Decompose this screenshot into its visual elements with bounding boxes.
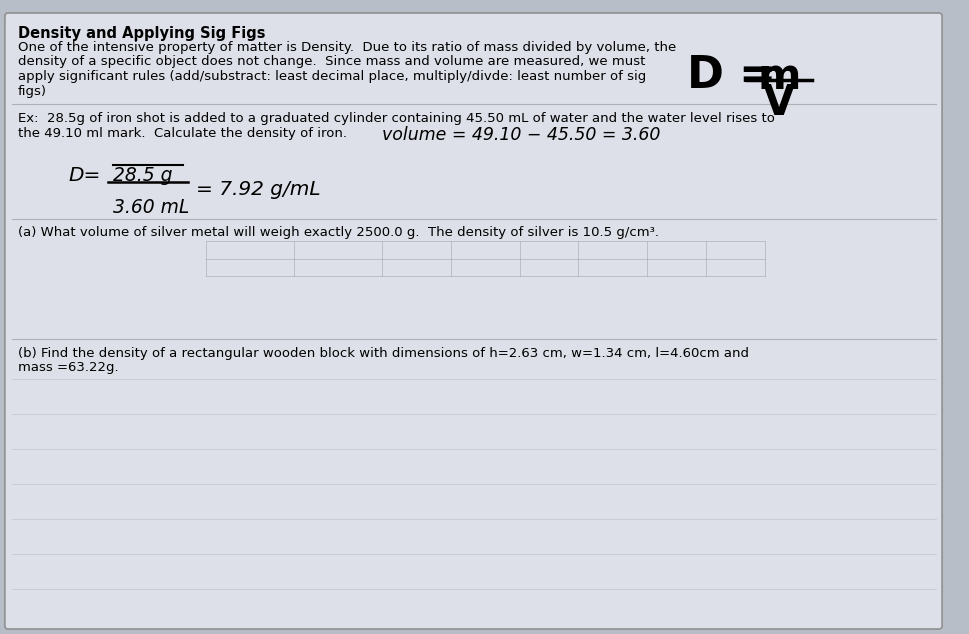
FancyBboxPatch shape [5, 13, 941, 629]
Text: 28.5 g: 28.5 g [112, 166, 172, 185]
Text: = 7.92 g/mL: = 7.92 g/mL [196, 180, 321, 199]
Text: apply significant rules (add/substract: least decimal place, multiply/divde: lea: apply significant rules (add/substract: … [17, 70, 645, 83]
Text: Density and Applying Sig Figs: Density and Applying Sig Figs [17, 26, 265, 41]
Text: figs): figs) [17, 84, 47, 98]
Text: the 49.10 ml mark.  Calculate the density of iron.: the 49.10 ml mark. Calculate the density… [17, 127, 346, 139]
Text: m: m [757, 56, 800, 98]
Text: density of a specific object does not change.  Since mass and volume are measure: density of a specific object does not ch… [17, 56, 644, 68]
Text: (a) What volume of silver metal will weigh exactly 2500.0 g.  The density of sil: (a) What volume of silver metal will wei… [17, 226, 658, 239]
Text: One of the intensive property of matter is Density.  Due to its ratio of mass di: One of the intensive property of matter … [17, 41, 675, 54]
Text: D=: D= [69, 166, 101, 185]
Text: Ex:  28.5g of iron shot is added to a graduated cylinder containing 45.50 mL of : Ex: 28.5g of iron shot is added to a gra… [17, 112, 773, 125]
Text: volume = 49.10 − 45.50 = 3.60: volume = 49.10 − 45.50 = 3.60 [382, 127, 660, 145]
Text: $\mathbf{D}$ =: $\mathbf{D}$ = [685, 54, 772, 97]
Text: mass =63.22g.: mass =63.22g. [17, 361, 118, 375]
Text: 3.60 mL: 3.60 mL [112, 198, 189, 217]
Text: (b) Find the density of a rectangular wooden block with dimensions of h=2.63 cm,: (b) Find the density of a rectangular wo… [17, 347, 748, 360]
Text: V: V [763, 82, 795, 124]
